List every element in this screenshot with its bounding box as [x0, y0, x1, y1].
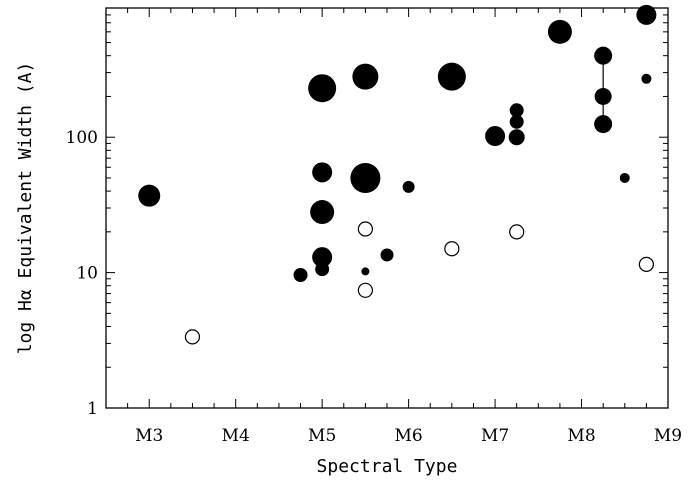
- x-tick-label: M4: [222, 426, 250, 446]
- x-axis-title: Spectral Type: [317, 456, 458, 477]
- filled-point: [641, 73, 652, 84]
- filled-point: [619, 172, 630, 183]
- filled-point: [508, 129, 525, 146]
- x-tick-label: M3: [135, 426, 163, 446]
- filled-point: [509, 114, 524, 129]
- filled-point: [293, 268, 308, 283]
- open-point: [444, 241, 460, 257]
- open-point: [357, 282, 373, 298]
- filled-point: [312, 247, 333, 268]
- y-axis-title: log Hα Equivalent Width (A): [15, 62, 36, 355]
- open-point: [184, 329, 201, 345]
- filled-point: [547, 19, 572, 44]
- open-point: [509, 224, 525, 240]
- x-tick-label: M8: [567, 426, 595, 446]
- filled-point: [594, 46, 613, 65]
- filled-point: [138, 184, 161, 207]
- filled-point: [350, 162, 381, 193]
- x-tick-label: M5: [308, 426, 336, 446]
- filled-point: [509, 103, 524, 118]
- filled-point: [308, 74, 337, 103]
- filled-point: [402, 180, 415, 193]
- filled-point: [315, 262, 330, 277]
- y-tick-label: 1: [87, 399, 98, 419]
- filled-point: [594, 87, 612, 105]
- filled-point: [361, 267, 370, 276]
- data-points: [138, 4, 657, 345]
- filled-point: [636, 4, 657, 25]
- y-tick-label: 10: [76, 264, 98, 284]
- open-point: [357, 221, 373, 237]
- filled-point: [352, 63, 379, 90]
- x-tick-label: M6: [394, 426, 422, 446]
- y-tick-label: 100: [66, 128, 98, 148]
- plot-frame: [105, 7, 669, 409]
- filled-point: [485, 126, 506, 147]
- filled-point: [380, 248, 394, 262]
- filled-point: [310, 200, 335, 225]
- axis-ticks: [105, 7, 669, 409]
- filled-point: [437, 62, 466, 91]
- axis-tick-labels: M3 M4 M5 M6 M7 M8 M9 1 10 100: [66, 128, 683, 446]
- x-tick-label: M9: [654, 426, 682, 446]
- filled-point: [312, 162, 333, 183]
- filled-point: [594, 115, 613, 134]
- open-point: [638, 256, 654, 272]
- x-tick-label: M7: [481, 426, 509, 446]
